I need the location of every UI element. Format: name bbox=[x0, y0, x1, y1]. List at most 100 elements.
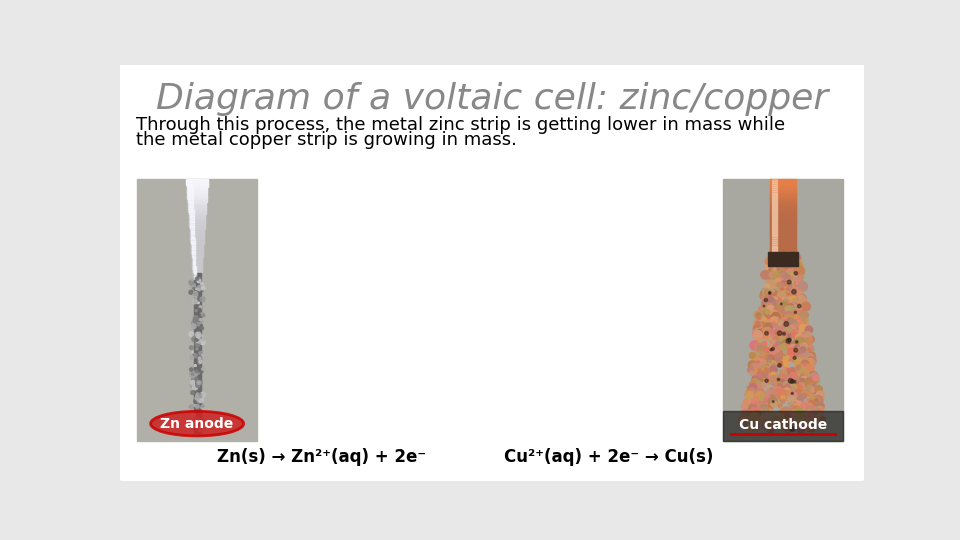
Text: Diagram of a voltaic cell: zinc/copper: Diagram of a voltaic cell: zinc/copper bbox=[156, 83, 828, 117]
Circle shape bbox=[743, 416, 750, 423]
Circle shape bbox=[810, 355, 816, 361]
Circle shape bbox=[766, 423, 771, 428]
Circle shape bbox=[761, 306, 769, 314]
Circle shape bbox=[761, 407, 769, 414]
Circle shape bbox=[761, 300, 770, 308]
Circle shape bbox=[816, 391, 825, 399]
Circle shape bbox=[806, 399, 813, 405]
Circle shape bbox=[202, 354, 204, 357]
Circle shape bbox=[774, 359, 781, 367]
Circle shape bbox=[739, 418, 746, 426]
Circle shape bbox=[806, 408, 810, 411]
Circle shape bbox=[784, 332, 792, 340]
Circle shape bbox=[799, 370, 803, 374]
Circle shape bbox=[763, 290, 765, 293]
Circle shape bbox=[788, 265, 796, 273]
Bar bbox=[772, 235, 777, 239]
Circle shape bbox=[773, 418, 780, 425]
Circle shape bbox=[776, 415, 780, 419]
Circle shape bbox=[791, 356, 795, 360]
Circle shape bbox=[783, 390, 787, 394]
Circle shape bbox=[765, 320, 772, 327]
Circle shape bbox=[783, 258, 787, 262]
Circle shape bbox=[760, 384, 765, 388]
Bar bbox=[770, 185, 796, 187]
Circle shape bbox=[763, 365, 766, 368]
Circle shape bbox=[792, 398, 795, 401]
Circle shape bbox=[784, 327, 793, 335]
Circle shape bbox=[752, 376, 760, 384]
Circle shape bbox=[779, 376, 787, 386]
Circle shape bbox=[773, 293, 779, 299]
Circle shape bbox=[752, 390, 756, 394]
Circle shape bbox=[795, 299, 798, 302]
Circle shape bbox=[196, 377, 198, 380]
Circle shape bbox=[775, 353, 782, 361]
Circle shape bbox=[772, 380, 777, 384]
Circle shape bbox=[815, 389, 817, 391]
Circle shape bbox=[752, 354, 761, 363]
Circle shape bbox=[761, 271, 769, 279]
Circle shape bbox=[769, 290, 773, 294]
Bar bbox=[723, 179, 843, 441]
Circle shape bbox=[775, 268, 780, 274]
Bar bbox=[194, 271, 196, 274]
Bar bbox=[770, 228, 796, 231]
Bar bbox=[770, 181, 796, 184]
Circle shape bbox=[778, 268, 781, 272]
Circle shape bbox=[760, 404, 768, 412]
Bar bbox=[770, 232, 796, 234]
Circle shape bbox=[785, 376, 788, 379]
Circle shape bbox=[795, 406, 800, 410]
Circle shape bbox=[787, 296, 796, 305]
Circle shape bbox=[197, 335, 200, 338]
Circle shape bbox=[772, 376, 780, 384]
Circle shape bbox=[781, 275, 786, 280]
Circle shape bbox=[779, 362, 782, 366]
Circle shape bbox=[780, 347, 784, 351]
Circle shape bbox=[768, 359, 772, 363]
Circle shape bbox=[772, 390, 778, 396]
Circle shape bbox=[775, 388, 778, 391]
Circle shape bbox=[763, 288, 766, 291]
Bar bbox=[772, 197, 777, 199]
Circle shape bbox=[785, 296, 794, 305]
Circle shape bbox=[779, 404, 782, 408]
Circle shape bbox=[756, 375, 762, 381]
Circle shape bbox=[196, 339, 198, 341]
Circle shape bbox=[767, 297, 775, 305]
Circle shape bbox=[772, 307, 779, 314]
Circle shape bbox=[790, 380, 794, 383]
Circle shape bbox=[768, 365, 770, 368]
Circle shape bbox=[799, 280, 804, 285]
Circle shape bbox=[774, 329, 780, 335]
Bar bbox=[189, 214, 194, 217]
Circle shape bbox=[775, 279, 782, 287]
Bar bbox=[188, 199, 193, 202]
Bar bbox=[189, 221, 205, 224]
Circle shape bbox=[804, 336, 812, 344]
Circle shape bbox=[761, 326, 765, 329]
Circle shape bbox=[786, 256, 788, 259]
Circle shape bbox=[767, 303, 772, 308]
Bar bbox=[770, 204, 796, 207]
Circle shape bbox=[779, 338, 788, 347]
Circle shape bbox=[780, 303, 782, 305]
Circle shape bbox=[771, 372, 775, 376]
Circle shape bbox=[787, 332, 792, 337]
Circle shape bbox=[818, 426, 821, 428]
Circle shape bbox=[200, 325, 203, 327]
Circle shape bbox=[765, 355, 773, 362]
Circle shape bbox=[797, 401, 804, 407]
Circle shape bbox=[786, 281, 795, 290]
Circle shape bbox=[801, 403, 808, 411]
Circle shape bbox=[768, 389, 773, 394]
Circle shape bbox=[193, 292, 198, 296]
Circle shape bbox=[190, 426, 194, 428]
Circle shape bbox=[757, 379, 765, 386]
Circle shape bbox=[794, 345, 800, 352]
Circle shape bbox=[768, 268, 776, 275]
Circle shape bbox=[791, 267, 798, 274]
Bar bbox=[189, 219, 205, 222]
Circle shape bbox=[771, 282, 779, 291]
